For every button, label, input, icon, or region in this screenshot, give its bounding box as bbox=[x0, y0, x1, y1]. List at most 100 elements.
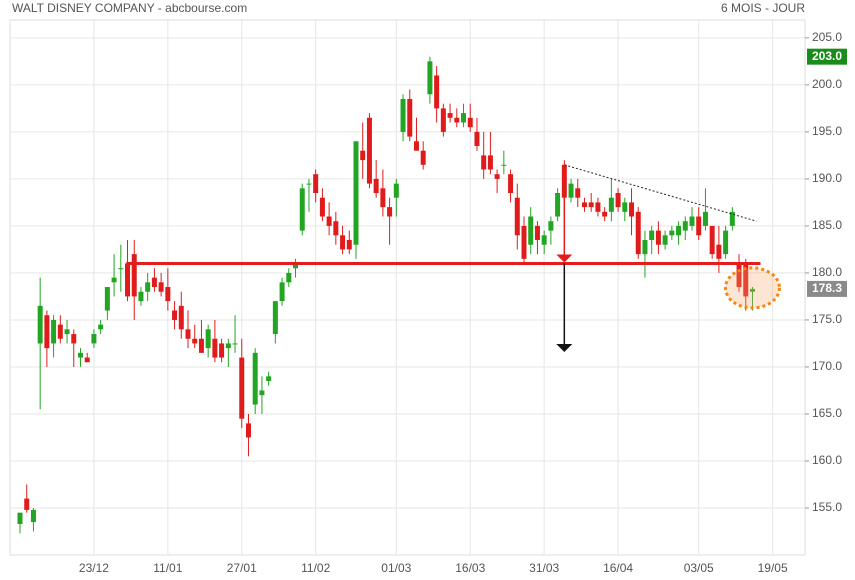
candle-body bbox=[662, 235, 668, 245]
candle-body bbox=[595, 202, 601, 212]
y-tick-label: 200.0 bbox=[812, 77, 842, 91]
candle-body bbox=[91, 334, 97, 344]
candle-body bbox=[696, 216, 702, 236]
candle-body bbox=[702, 211, 708, 226]
candle-body bbox=[743, 263, 749, 297]
candle-body bbox=[104, 287, 110, 311]
price-badge bbox=[807, 48, 847, 65]
y-tick-label: 195.0 bbox=[812, 124, 842, 138]
candle-body bbox=[306, 183, 312, 185]
candle-body bbox=[729, 211, 735, 226]
candle-body bbox=[145, 282, 151, 292]
candle-body bbox=[588, 202, 594, 208]
candle-body bbox=[192, 338, 198, 344]
candle-body bbox=[400, 98, 406, 132]
y-tick-label: 190.0 bbox=[812, 171, 842, 185]
price-badge-label: 203.0 bbox=[812, 49, 842, 63]
candle-body bbox=[44, 315, 50, 349]
candle-body bbox=[655, 230, 661, 245]
chart-title: WALT DISNEY COMPANY - abcbourse.com bbox=[12, 1, 247, 15]
candle-body bbox=[635, 211, 641, 255]
candle-body bbox=[407, 98, 413, 137]
candle-body bbox=[245, 423, 251, 438]
candle-body bbox=[98, 324, 104, 330]
x-tick-label: 23/12 bbox=[79, 561, 109, 575]
candle-body bbox=[481, 155, 487, 170]
candle-body bbox=[172, 310, 178, 320]
trendline bbox=[564, 164, 757, 222]
highlight-circle bbox=[723, 266, 781, 310]
candle-body bbox=[440, 108, 446, 132]
candle-body bbox=[125, 263, 131, 297]
candle-body bbox=[71, 334, 77, 344]
price-badge-label: 178.3 bbox=[812, 281, 842, 295]
candle-body bbox=[158, 282, 164, 292]
x-tick-label: 16/04 bbox=[603, 561, 633, 575]
candle-body bbox=[151, 277, 157, 288]
candle-body bbox=[716, 244, 722, 259]
x-tick-label: 16/03 bbox=[455, 561, 485, 575]
candle-body bbox=[434, 75, 440, 109]
candle-body bbox=[387, 207, 393, 217]
candle-body bbox=[461, 113, 467, 123]
y-tick-label: 165.0 bbox=[812, 406, 842, 420]
candle-body bbox=[118, 268, 124, 270]
candle-body bbox=[239, 357, 245, 419]
candle-body bbox=[447, 113, 453, 118]
candle-body bbox=[555, 193, 561, 217]
candle-body bbox=[84, 357, 90, 363]
y-tick-label: 160.0 bbox=[812, 453, 842, 467]
candle-body bbox=[185, 329, 191, 339]
x-tick-label: 19/05 bbox=[758, 561, 788, 575]
x-tick-label: 01/03 bbox=[381, 561, 411, 575]
y-tick-label: 185.0 bbox=[812, 218, 842, 232]
candle-body bbox=[373, 178, 379, 194]
candle-body bbox=[454, 117, 460, 123]
candle-body bbox=[501, 164, 507, 166]
price-badge bbox=[807, 280, 847, 297]
candle-body bbox=[252, 352, 258, 405]
y-tick-label: 175.0 bbox=[812, 312, 842, 326]
candle-body bbox=[286, 272, 292, 283]
candle-body bbox=[219, 343, 225, 358]
candle-body bbox=[64, 329, 70, 335]
candle-body bbox=[749, 288, 755, 292]
candle-body bbox=[629, 202, 635, 217]
x-tick-label: 31/03 bbox=[529, 561, 559, 575]
candle-body bbox=[266, 376, 272, 382]
y-tick-label: 155.0 bbox=[812, 500, 842, 514]
x-tick-label: 03/05 bbox=[684, 561, 714, 575]
drop-arrowhead bbox=[556, 254, 573, 263]
candle-body bbox=[279, 282, 285, 302]
candle-body bbox=[528, 216, 534, 245]
candle-body bbox=[467, 117, 473, 128]
candle-body bbox=[205, 329, 211, 349]
candle-body bbox=[669, 230, 675, 236]
candle-body bbox=[17, 512, 23, 524]
x-tick-label: 11/02 bbox=[301, 561, 330, 575]
candle-body bbox=[393, 183, 399, 198]
y-tick-label: 205.0 bbox=[812, 30, 842, 44]
candle-body bbox=[366, 117, 372, 184]
candle-body bbox=[313, 174, 319, 194]
candle-body bbox=[24, 498, 30, 510]
y-tick-label: 170.0 bbox=[812, 359, 842, 373]
candle-body bbox=[534, 225, 540, 241]
candle-body bbox=[293, 263, 299, 269]
candle-body bbox=[272, 301, 278, 335]
candle-body bbox=[474, 131, 480, 146]
candle-body bbox=[232, 343, 238, 345]
candle-body bbox=[420, 150, 426, 165]
candle-body bbox=[380, 188, 386, 208]
candle-body bbox=[676, 225, 682, 236]
candle-body bbox=[30, 509, 36, 523]
chart-subtitle: 6 MOIS - JOUR bbox=[721, 1, 805, 15]
candle-body bbox=[212, 338, 218, 358]
candle-body bbox=[508, 174, 514, 194]
candle-body bbox=[51, 319, 57, 344]
candle-body bbox=[642, 240, 648, 255]
candle-body bbox=[360, 150, 366, 161]
candle-body bbox=[326, 216, 332, 226]
candle-body bbox=[319, 197, 325, 217]
